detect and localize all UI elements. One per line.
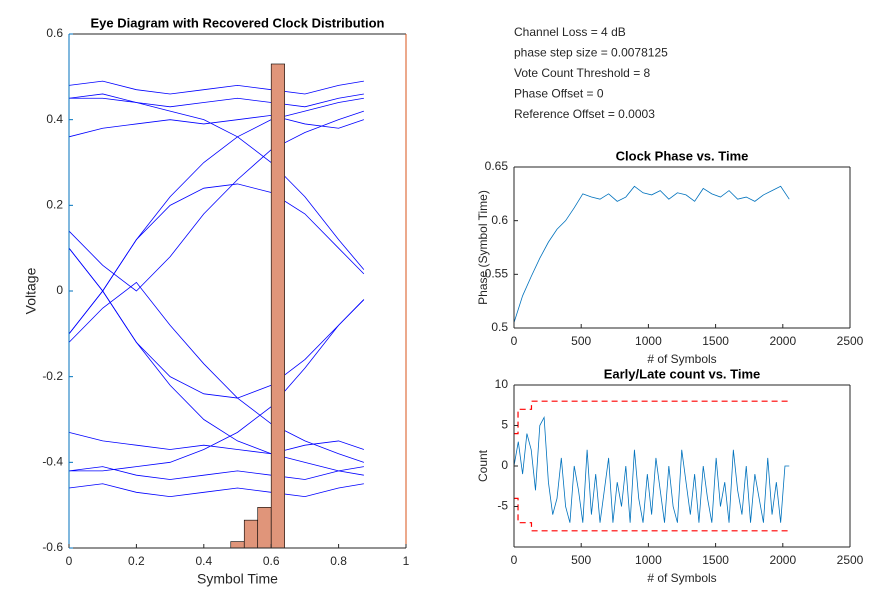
x-tick-label: 0.4 — [195, 554, 212, 568]
histogram-bar — [270, 63, 285, 549]
annotation: Channel Loss = 4 dB — [514, 25, 626, 39]
data-line — [68, 80, 364, 95]
x-tick-label: 1000 — [635, 334, 662, 348]
y-tick-label: -0.2 — [42, 369, 63, 383]
y-tick-label: 10 — [495, 377, 509, 391]
y-tick-label: -0.6 — [42, 540, 63, 554]
y-tick-label: 0.4 — [46, 112, 63, 126]
y-tick-label: 0 — [56, 283, 63, 297]
x-tick-label: 1500 — [702, 334, 729, 348]
y-tick-label: -0.4 — [42, 455, 63, 469]
x-tick-label: 500 — [571, 334, 591, 348]
x-tick-label: 0 — [511, 553, 518, 567]
y-axis-label: Voltage — [23, 267, 39, 314]
y-tick-label: 0.6 — [46, 26, 63, 40]
x-axis-label: # of Symbols — [647, 571, 716, 585]
y-tick-label: 0.5 — [491, 320, 508, 334]
data-line — [513, 185, 790, 323]
y-tick-label: 5 — [501, 418, 508, 432]
annotation: Reference Offset = 0.0003 — [514, 107, 655, 121]
x-tick-label: 2000 — [769, 334, 796, 348]
x-tick-label: 2500 — [837, 334, 864, 348]
data-line — [68, 183, 365, 335]
data-line — [68, 281, 365, 463]
y-tick-label: 0.65 — [485, 159, 509, 173]
x-tick-label: 0.6 — [263, 554, 280, 568]
y-axis-label: Count — [476, 449, 490, 482]
x-tick-label: 1 — [403, 554, 410, 568]
chart-title: Eye Diagram with Recovered Clock Distrib… — [90, 15, 384, 30]
data-line — [514, 497, 790, 532]
x-tick-label: 0 — [66, 554, 73, 568]
x-tick-label: 1500 — [702, 553, 729, 567]
data-line — [69, 299, 365, 472]
x-axis-label: # of Symbols — [647, 352, 716, 366]
y-tick-label: 0 — [501, 458, 508, 472]
annotation: phase step size = 0.0078125 — [514, 46, 668, 60]
x-tick-label: 0.8 — [330, 554, 347, 568]
annotation: Vote Count Threshold = 8 — [514, 66, 651, 80]
y-axis-label: Phase (Symbol Time) — [476, 190, 490, 305]
y-tick-label: 0.6 — [491, 213, 508, 227]
x-tick-label: 0.2 — [128, 554, 145, 568]
histogram-bar — [243, 519, 259, 549]
y-tick-label: 0.2 — [46, 198, 63, 212]
histogram-bar — [230, 541, 245, 549]
x-tick-label: 2000 — [769, 553, 796, 567]
y-tick-label: -5 — [497, 499, 508, 513]
data-line — [68, 431, 365, 455]
annotation: Phase Offset = 0 — [514, 87, 604, 101]
data-line — [68, 466, 364, 480]
data-line — [514, 400, 790, 435]
x-tick-label: 500 — [571, 553, 591, 567]
data-line — [68, 93, 364, 108]
chart-title: Clock Phase vs. Time — [616, 148, 749, 163]
data-line — [513, 415, 790, 523]
data-line — [68, 483, 364, 498]
histogram-bar — [257, 507, 272, 549]
plot-area — [514, 385, 850, 547]
x-tick-label: 1000 — [635, 553, 662, 567]
y-tick-label: 0.55 — [485, 267, 509, 281]
x-tick-label: 0 — [511, 334, 518, 348]
chart-title: Early/Late count vs. Time — [604, 366, 761, 381]
data-line — [69, 97, 365, 270]
x-axis-label: Symbol Time — [197, 571, 278, 587]
data-line — [68, 247, 365, 399]
plot-area — [514, 167, 850, 328]
data-line — [68, 110, 365, 292]
x-tick-label: 2500 — [837, 553, 864, 567]
